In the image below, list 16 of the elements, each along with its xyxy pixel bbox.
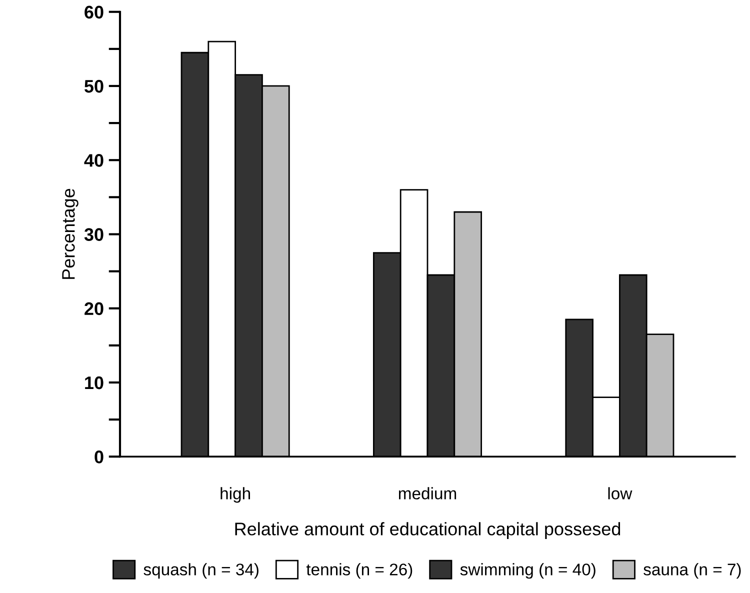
x-tick-label: high: [220, 487, 250, 503]
y-tick-label: 20: [84, 302, 104, 316]
y-tick-label: 0: [94, 450, 104, 464]
y-axis-title: Percentage: [62, 188, 78, 279]
x-tick-label: low: [608, 487, 632, 500]
legend-label: sauna (n = 7): [644, 563, 741, 579]
y-tick-label: 40: [84, 154, 104, 167]
x-tick-label: medium: [398, 487, 456, 500]
legend-label: squash (n = 34): [144, 563, 258, 579]
y-tick-label: 10: [85, 376, 104, 390]
legend-label: tennis (n = 26): [306, 563, 412, 579]
x-axis-title: Relative amount of educational capital possesed: [235, 522, 620, 539]
y-tick-label: 60: [84, 6, 104, 19]
y-tick-label: 50: [84, 80, 104, 93]
y-tick-label: 30: [84, 228, 104, 241]
legend-label: swimming (n = 40): [460, 563, 596, 579]
